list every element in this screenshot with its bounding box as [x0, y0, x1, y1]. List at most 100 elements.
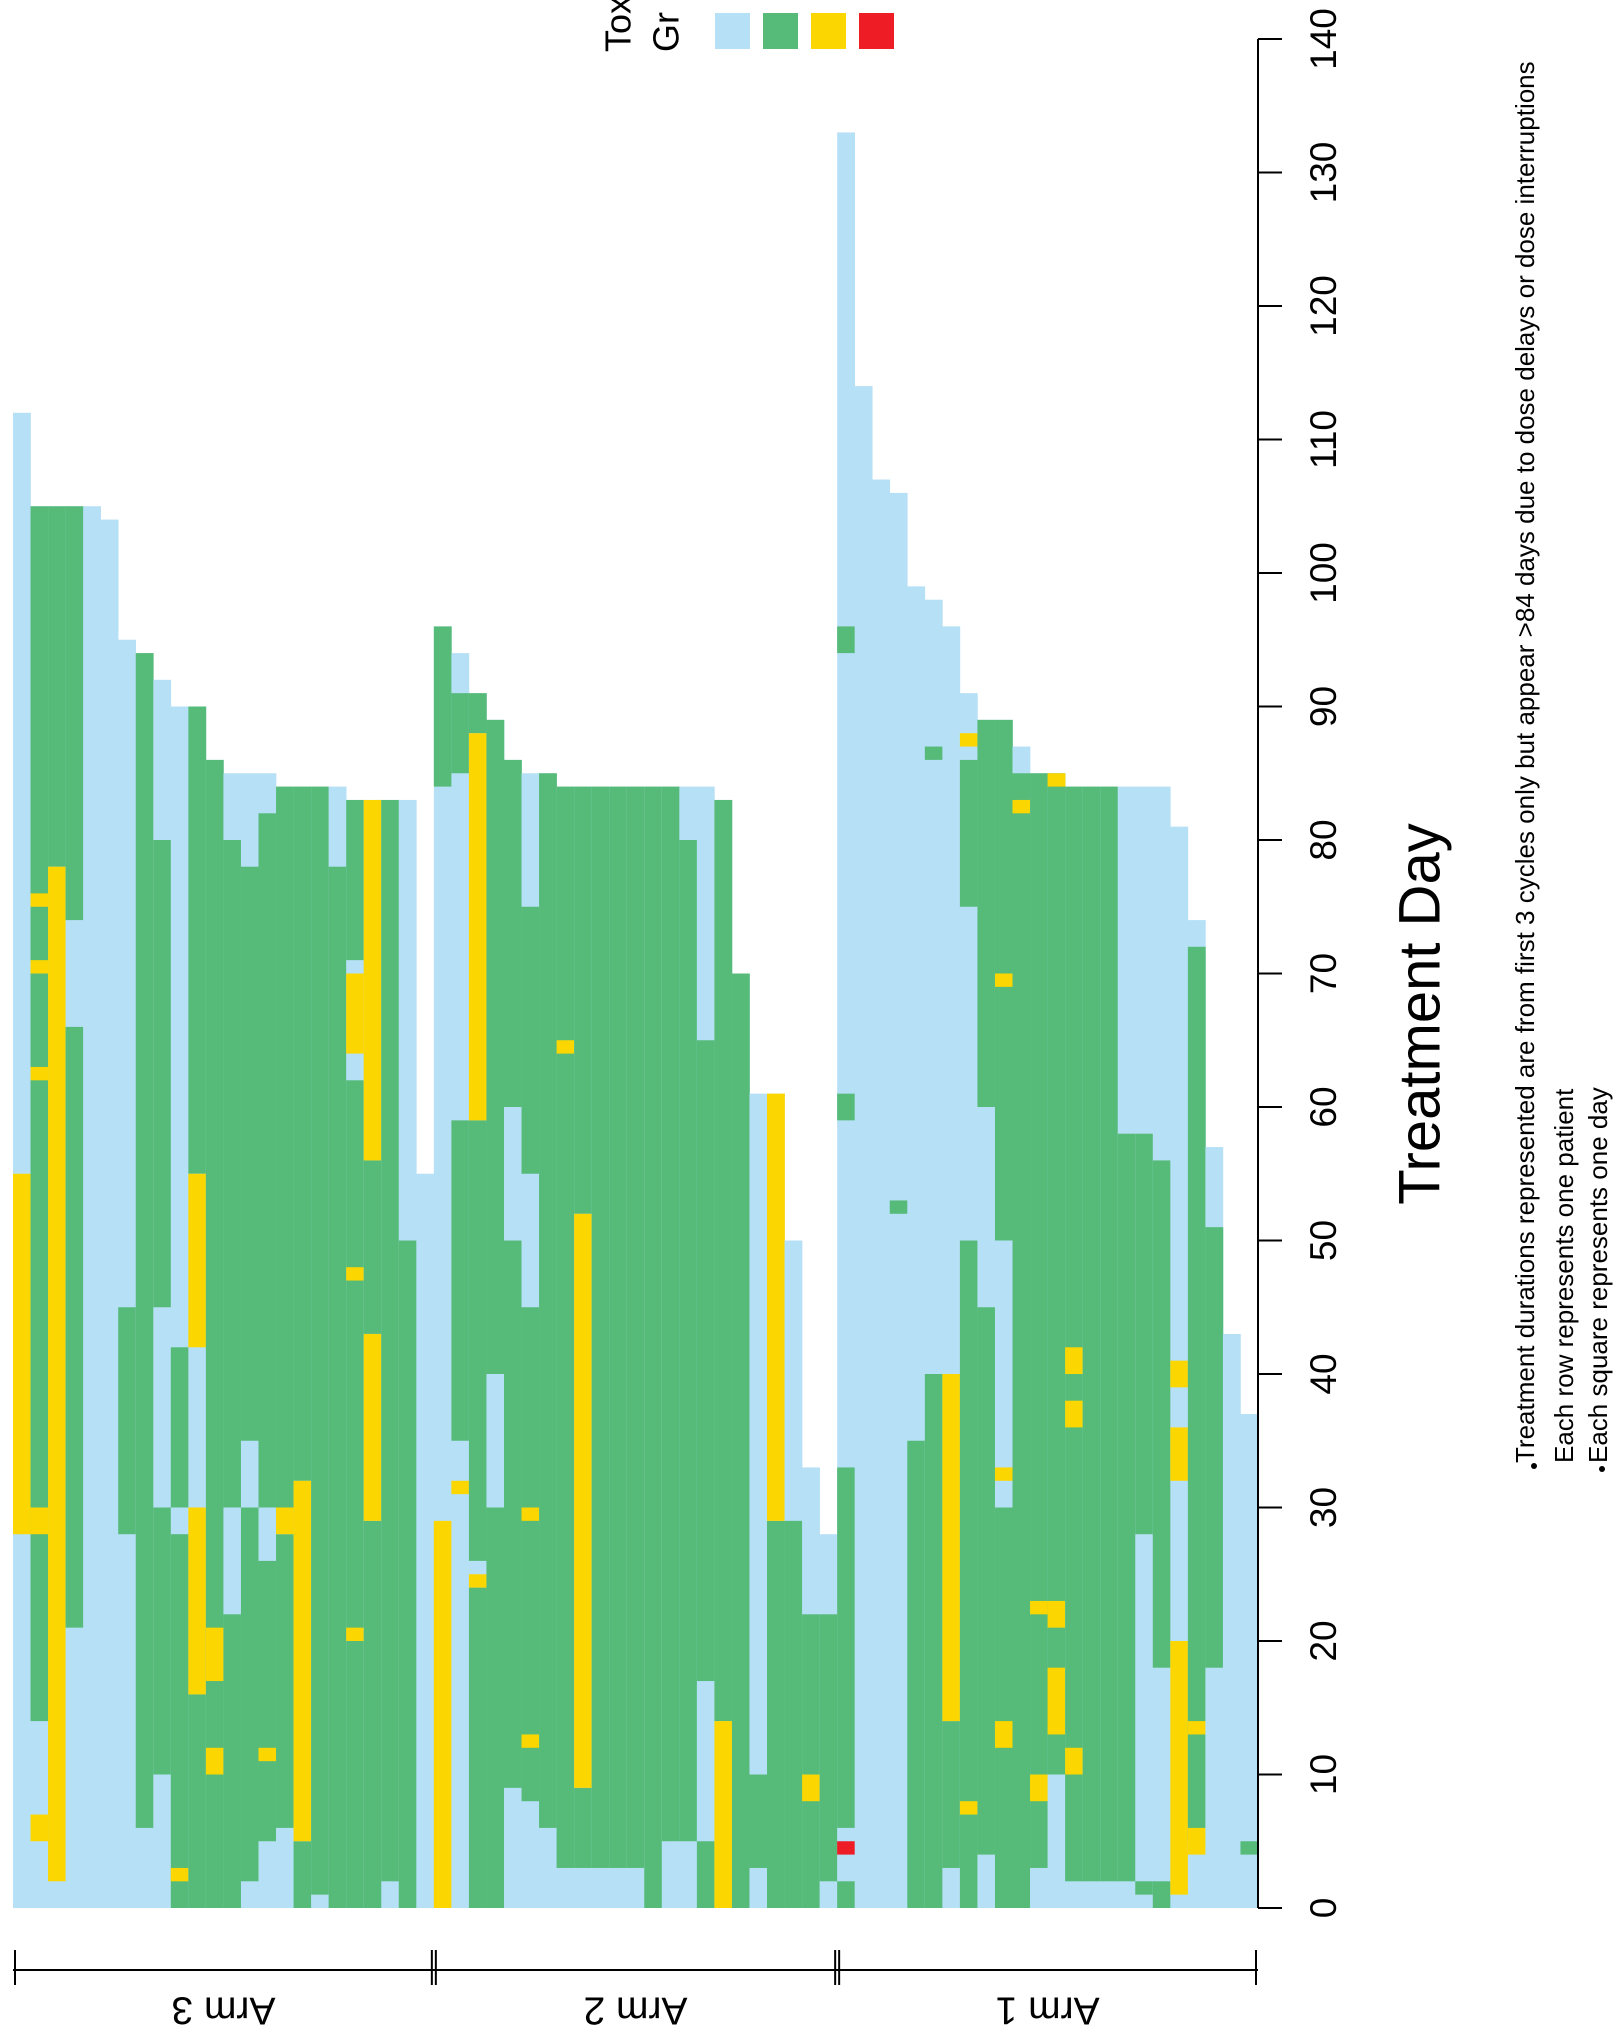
toxicity-cell: [328, 866, 347, 1909]
toxicity-cell: [977, 719, 996, 1107]
duration-bar: [749, 1093, 768, 1908]
toxicity-cell: [1100, 786, 1119, 1882]
toxicity-cell: [153, 1507, 172, 1775]
duration-bar: [854, 386, 873, 1909]
toxicity-cell: [574, 786, 592, 1214]
toxicity-cell: [188, 1507, 207, 1695]
toxicity-cell: [959, 759, 978, 907]
toxicity-cell: [30, 1507, 49, 1535]
duration-bar: [118, 639, 137, 1908]
tick-label: 20: [1303, 1620, 1344, 1661]
toxicity-cell: [696, 1040, 715, 1682]
toxicity-cell: [907, 1440, 926, 1908]
tick-label: 10: [1303, 1754, 1344, 1795]
toxicity-cell: [1047, 773, 1066, 1775]
toxicity-cell: [1152, 1881, 1171, 1908]
toxicity-cell: [521, 1734, 540, 1748]
toxicity-cell: [486, 1507, 505, 1908]
toxicity-cell: [994, 1507, 1013, 1908]
toxicity-cell: [240, 1507, 259, 1882]
toxicity-cell: [468, 1120, 487, 1561]
toxicity-cell: [381, 799, 400, 1882]
toxicity-cell: [977, 1307, 996, 1855]
toxicity-cell: [118, 1307, 137, 1535]
toxicity-cell: [994, 1721, 1013, 1748]
toxicity-cell: [311, 786, 329, 1895]
toxicity-cell: [468, 693, 487, 734]
toxicity-cell: [521, 906, 540, 1174]
toxicity-cell: [521, 1507, 540, 1521]
toxicity-cell: [609, 786, 628, 1868]
toxicity-cell: [135, 653, 154, 1828]
footnote: Each row represents one patient: [1549, 1088, 1579, 1463]
toxicity-cell: [451, 1480, 470, 1495]
toxicity-cell: [293, 1841, 312, 1908]
footnote: Treatment durations represented are from…: [1510, 61, 1540, 1463]
toxicity-cell: [346, 1267, 365, 1281]
legend-title: Gr: [646, 12, 687, 52]
toxicity-cell: [30, 1066, 49, 1081]
axes: Arm 3 Arm 2 Arm 1 0 10 20 30 40 50 60 70 80 90 100 110…: [13, 0, 1613, 2032]
toxicity-cell: [1065, 1747, 1083, 1775]
duration-bar: [83, 506, 101, 1908]
tick-label: 50: [1303, 1220, 1344, 1261]
duration-bar: [100, 519, 119, 1908]
toxicity-cell: [30, 893, 49, 907]
toxicity-cell: [767, 1520, 785, 1908]
toxicity-cell: [837, 1093, 855, 1121]
arm-label: Arm 1: [996, 1989, 1100, 2032]
duration-bar: [416, 1173, 435, 1908]
toxicity-cell: [223, 840, 242, 1508]
tick-label: 60: [1303, 1086, 1344, 1127]
toxicity-cell: [924, 746, 943, 760]
tick-label: 80: [1303, 819, 1344, 860]
toxicity-cell: [994, 973, 1013, 987]
toxicity-cell: [1065, 1400, 1083, 1428]
toxicity-cell: [468, 1574, 487, 1588]
toxicity-cell: [959, 733, 978, 747]
legend-swatch: [811, 13, 846, 49]
tick-label: 90: [1303, 686, 1344, 727]
toxicity-cell: [837, 1881, 855, 1908]
toxicity-cell: [714, 1721, 733, 1908]
toxicity-cell: [626, 786, 645, 1868]
toxicity-cell: [1117, 1133, 1136, 1882]
plot-area: [13, 132, 1259, 1909]
duration-bar: [13, 412, 31, 1908]
toxicity-cell: [468, 1587, 487, 1908]
toxicity-cell: [205, 759, 224, 1908]
toxicity-cell: [398, 1240, 417, 1908]
toxicity-cell: [170, 1867, 189, 1882]
toxicity-cell: [1240, 1841, 1259, 1855]
toxicity-cell: [1065, 786, 1083, 1882]
toxicity-cell: [346, 973, 365, 1054]
toxicity-cell: [1012, 773, 1031, 1908]
toxicity-cell: [276, 1507, 294, 1535]
duration-bar: [1222, 1333, 1241, 1908]
toxicity-cell: [679, 840, 698, 1842]
toxicity-cell: [1047, 773, 1066, 787]
toxicity-cell: [30, 1814, 49, 1842]
toxicity-cell: [65, 506, 84, 921]
toxicity-cell: [714, 799, 733, 1722]
toxicity-cell: [1187, 1721, 1206, 1735]
toxicity-cell: [363, 799, 382, 1161]
tick-label: 140: [1303, 8, 1344, 70]
toxicity-cell: [363, 1160, 382, 1334]
toxicity-cell: [1047, 1667, 1066, 1735]
toxicity-cell: [48, 506, 66, 867]
toxicity-cell: [696, 1841, 715, 1908]
footnote: Each square represents one day: [1583, 1087, 1613, 1463]
toxicity-cell: [48, 866, 66, 1882]
toxicity-cell: [749, 1774, 768, 1868]
toxicity-cell: [539, 773, 557, 1828]
toxicity-cell: [1187, 1827, 1206, 1855]
legend-title: Tox: [598, 0, 639, 52]
toxicity-cell: [802, 1614, 820, 1908]
arm-label: Arm 2: [583, 1989, 687, 2032]
toxicity-cell: [889, 1200, 908, 1214]
toxicity-cell: [433, 1520, 452, 1908]
toxicity-cell: [1065, 1347, 1083, 1374]
arm-label: Arm 3: [171, 1989, 275, 2032]
toxicity-cell: [486, 719, 505, 1374]
